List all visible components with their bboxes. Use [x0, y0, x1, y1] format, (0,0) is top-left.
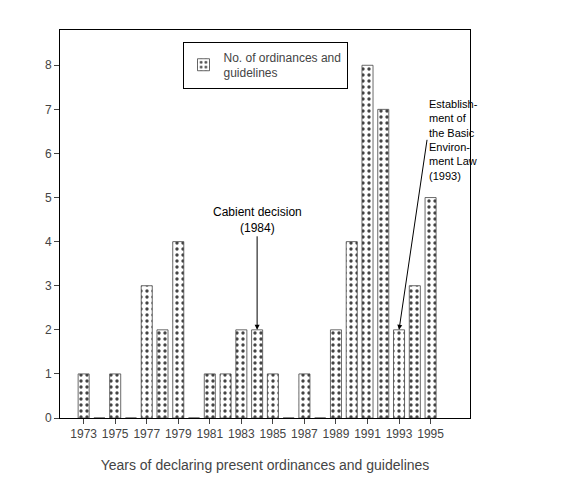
svg-text:7: 7	[45, 103, 52, 117]
svg-text:3: 3	[45, 279, 52, 293]
svg-text:1991: 1991	[354, 427, 381, 441]
svg-text:1993: 1993	[386, 427, 413, 441]
svg-text:1979: 1979	[165, 427, 192, 441]
svg-text:1989: 1989	[323, 427, 350, 441]
svg-text:Years of declaring present ord: Years of declaring present ordinances an…	[101, 457, 430, 473]
svg-text:8: 8	[45, 58, 52, 72]
svg-text:1: 1	[45, 367, 52, 381]
svg-text:1983: 1983	[228, 427, 255, 441]
svg-text:2: 2	[45, 323, 52, 337]
svg-text:5: 5	[45, 191, 52, 205]
svg-text:1987: 1987	[291, 427, 318, 441]
svg-text:1973: 1973	[70, 427, 97, 441]
svg-text:1995: 1995	[417, 427, 444, 441]
svg-text:0: 0	[45, 411, 52, 425]
svg-text:Cabient decision(1984): Cabient decision(1984)	[213, 205, 302, 235]
svg-text:No. of ordinances andguideline: No. of ordinances andguidelines	[224, 51, 341, 81]
svg-text:1977: 1977	[133, 427, 160, 441]
svg-text:1975: 1975	[102, 427, 129, 441]
svg-text:Establish-ment ofthe BasicEnvi: Establish-ment ofthe BasicEnviron-ment L…	[429, 98, 478, 182]
svg-text:1981: 1981	[196, 427, 223, 441]
svg-text:1985: 1985	[260, 427, 287, 441]
svg-text:4: 4	[45, 235, 52, 249]
svg-text:6: 6	[45, 147, 52, 161]
